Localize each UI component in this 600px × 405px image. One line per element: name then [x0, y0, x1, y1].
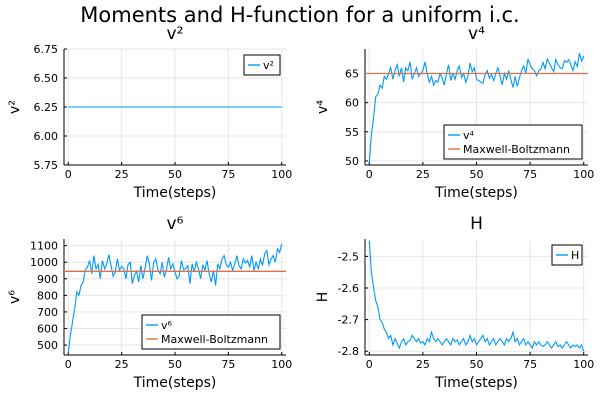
x-tick-label: 25: [416, 358, 430, 371]
x-tick-label: 75: [221, 358, 235, 371]
x-tick-label: 25: [115, 168, 129, 181]
series-line: [368, 240, 585, 352]
legend-label: Maxwell-Boltzmann: [463, 143, 570, 156]
y-axis-label: H: [315, 292, 331, 303]
y-axis-label: v²: [7, 100, 23, 114]
series-line: [67, 243, 283, 353]
y-tick-label: 6.75: [34, 43, 59, 56]
x-tick-label: 25: [115, 358, 129, 371]
y-tick-label: 60: [345, 97, 359, 110]
y-tick-label: 6.50: [34, 72, 59, 85]
panel-title: v⁶: [167, 214, 184, 234]
y-tick-label: 50: [345, 155, 359, 168]
y-tick-label: 65: [345, 67, 359, 80]
x-axis-label: Time(steps): [133, 375, 217, 391]
x-tick-label: 100: [573, 168, 594, 181]
x-tick-label: 100: [573, 358, 594, 371]
y-tick-label: 900: [37, 273, 58, 286]
y-axis-label: v⁴: [315, 100, 331, 114]
series-line: [368, 52, 585, 163]
legend-label: v²: [263, 59, 274, 72]
y-tick-label: 1000: [30, 256, 58, 269]
x-tick-label: 0: [366, 358, 373, 371]
y-axis-label: v⁶: [7, 290, 23, 304]
x-tick-label: 50: [470, 358, 484, 371]
y-tick-label: -2.7: [338, 314, 359, 327]
panel-title: v⁴: [468, 24, 485, 44]
x-tick-label: 50: [168, 168, 182, 181]
x-tick-label: 0: [65, 358, 72, 371]
x-tick-label: 0: [366, 168, 373, 181]
y-tick-label: 55: [345, 126, 359, 139]
panel-title: v²: [167, 24, 184, 44]
y-tick-label: 600: [37, 322, 58, 335]
y-tick-label: -2.8: [338, 345, 359, 358]
y-tick-label: -2.6: [338, 282, 359, 295]
panel-title: H: [470, 214, 483, 234]
figure-title: Moments and H-function for a uniform i.c…: [80, 3, 519, 27]
legend-box: [141, 314, 281, 350]
x-tick-label: 50: [470, 168, 484, 181]
legend-box: [243, 54, 281, 76]
x-tick-label: 75: [221, 168, 235, 181]
x-tick-label: 0: [65, 168, 72, 181]
y-tick-label: 5.75: [34, 159, 59, 172]
x-tick-label: 75: [523, 358, 537, 371]
x-axis-label: Time(steps): [434, 375, 518, 391]
y-tick-label: 6.25: [34, 101, 59, 114]
legend-label: v⁶: [161, 319, 173, 332]
y-tick-label: -2.5: [338, 250, 359, 263]
legend-box: [443, 124, 583, 160]
x-tick-label: 25: [416, 168, 430, 181]
y-tick-label: 800: [37, 289, 58, 302]
y-tick-label: 6.00: [34, 130, 59, 143]
legend-label: Maxwell-Boltzmann: [161, 333, 268, 346]
x-tick-label: 75: [523, 168, 537, 181]
legend-label: H: [571, 249, 579, 262]
legend-label: v⁴: [463, 129, 475, 142]
x-tick-label: 100: [271, 168, 292, 181]
y-tick-label: 500: [37, 339, 58, 352]
x-axis-label: Time(steps): [133, 185, 217, 201]
y-tick-label: 1100: [30, 240, 58, 253]
y-tick-label: 700: [37, 306, 58, 319]
x-tick-label: 100: [271, 358, 292, 371]
x-tick-label: 50: [168, 358, 182, 371]
x-axis-label: Time(steps): [434, 185, 518, 201]
